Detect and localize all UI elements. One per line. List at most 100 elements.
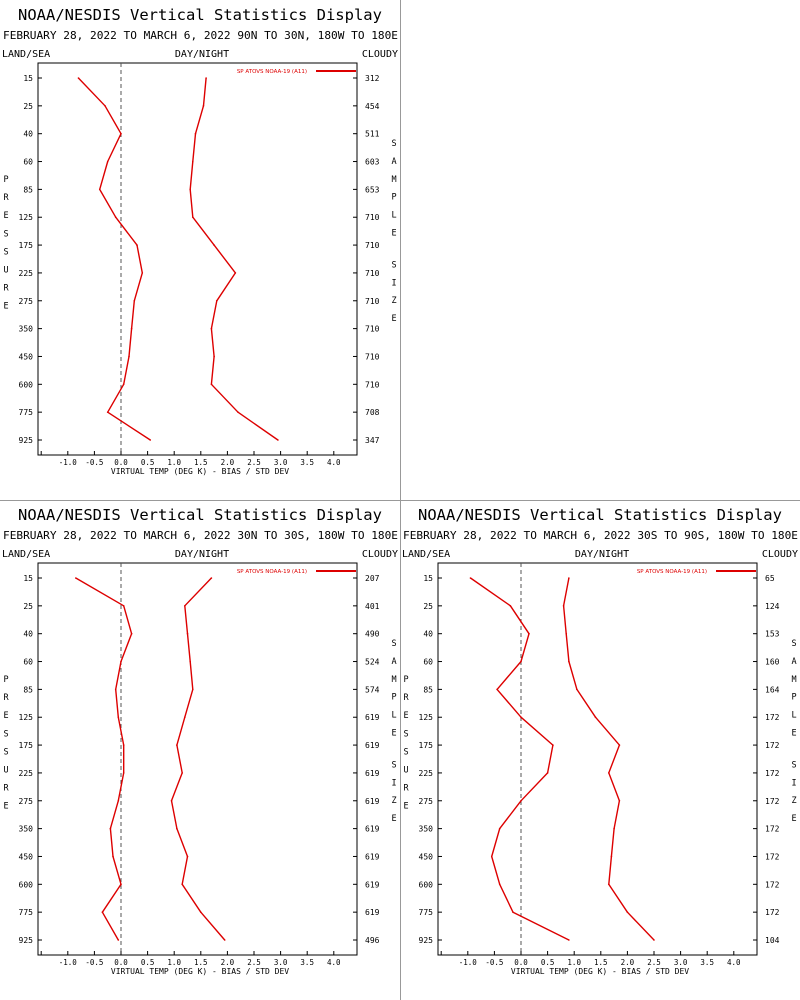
- std-dev-point: [189, 660, 191, 663]
- sample-size-label: 160: [765, 658, 780, 667]
- x-tick-label: 3.5: [700, 958, 714, 967]
- bias-point: [136, 244, 138, 246]
- pressure-label: 225: [19, 769, 34, 778]
- plot-frame: [37, 62, 358, 456]
- std-dev-point: [192, 160, 194, 163]
- day-night-label: DAY/NIGHT: [175, 49, 229, 60]
- sample-size-label: 172: [765, 741, 780, 750]
- y-axis-title-letter: R: [3, 193, 9, 203]
- chart-svg: NOAA/NESDIS Vertical Statistics Display F…: [2, 6, 398, 476]
- y-axis-title-letter: R: [3, 284, 9, 294]
- right-axis-title-letter: P: [391, 693, 396, 703]
- std-dev-line: [562, 577, 655, 941]
- y-axis-title-letter: P: [3, 675, 8, 685]
- chart-subtitle: FEBRUARY 28, 2022 TO MARCH 6, 2022 30N T…: [3, 530, 398, 542]
- sample-size-label: 574: [365, 685, 380, 694]
- right-axis-title-letter: I: [391, 778, 396, 788]
- bias-point: [498, 827, 501, 830]
- legend-label: SP ATOVS NOAA-19 (A11): [237, 569, 307, 575]
- day-night-label: DAY/NIGHT: [575, 549, 629, 560]
- pressure-label: 125: [19, 713, 34, 722]
- pressure-label: 925: [419, 936, 434, 945]
- pressure-label: 225: [19, 269, 34, 278]
- right-axis-title-letter: L: [391, 211, 396, 221]
- right-axis-title-letter: E: [391, 729, 396, 739]
- std-dev-point: [653, 939, 655, 941]
- std-dev-point: [181, 772, 183, 774]
- bias-point: [114, 216, 117, 219]
- pressure-label: 175: [19, 241, 34, 250]
- bias-point: [128, 355, 130, 358]
- x-tick-label: 3.5: [300, 958, 314, 967]
- bias-point: [77, 77, 80, 79]
- pressure-label: 40: [23, 630, 33, 639]
- bias-point: [509, 605, 512, 607]
- bias-point: [520, 799, 522, 802]
- bias-point: [498, 883, 501, 886]
- right-axis-title-letter: S: [391, 139, 396, 149]
- right-axis-title-letter: A: [391, 657, 396, 667]
- std-dev-point: [610, 855, 613, 858]
- bias-point: [117, 799, 120, 802]
- sample-size-label: 401: [365, 602, 380, 611]
- x-tick-label: -0.5: [85, 958, 103, 967]
- std-dev-point: [176, 827, 178, 830]
- bias-point: [74, 577, 77, 579]
- bias-point: [122, 772, 125, 774]
- day-night-label: DAY/NIGHT: [175, 549, 229, 560]
- std-dev-line: [189, 77, 279, 441]
- bias-point: [98, 188, 101, 191]
- y-axis-title-letter: P: [3, 175, 8, 185]
- plot-frame: [437, 562, 758, 956]
- right-axis-title-letter: I: [391, 278, 396, 288]
- right-axis-title-letter: Z: [391, 796, 396, 806]
- pressure-label: 175: [419, 741, 434, 750]
- pressure-label: 275: [419, 797, 434, 806]
- x-tick-label: 0.5: [141, 958, 155, 967]
- bias-point: [122, 744, 125, 746]
- bias-point: [120, 883, 122, 886]
- pressure-label: 600: [19, 380, 34, 389]
- y-axis-title-letter: S: [3, 747, 8, 757]
- sample-size-label: 172: [765, 713, 780, 722]
- cloudy-label: CLOUDY: [362, 49, 398, 60]
- std-dev-point: [626, 911, 629, 913]
- std-dev-point: [192, 688, 194, 691]
- sample-size-label: 619: [365, 713, 380, 722]
- sample-size-label: 710: [365, 241, 380, 250]
- sample-size-label: 172: [765, 825, 780, 834]
- std-dev-point: [215, 299, 218, 302]
- pressure-label: 775: [419, 908, 434, 917]
- std-dev-point: [594, 716, 597, 719]
- bias-point: [122, 383, 125, 386]
- sample-size-label: 172: [765, 852, 780, 861]
- std-dev-point: [213, 355, 215, 358]
- pressure-label: 925: [19, 436, 34, 445]
- y-axis-title-letter: S: [3, 247, 8, 257]
- std-dev-point: [568, 577, 570, 579]
- bias-point: [101, 911, 104, 913]
- x-tick-label: 1.0: [167, 458, 181, 467]
- bias-point: [512, 911, 514, 913]
- right-axis-title-letter: P: [391, 193, 396, 203]
- std-dev-point: [618, 744, 621, 746]
- bias-point: [496, 688, 498, 691]
- pressure-label: 15: [23, 574, 33, 583]
- plot-frame: [37, 562, 358, 956]
- right-axis-title-letter: E: [391, 229, 396, 239]
- bias-point: [130, 632, 133, 635]
- x-tick-label: 3.0: [274, 458, 288, 467]
- right-axis-title-letter: Z: [391, 296, 396, 306]
- right-axis-title-letter: M: [791, 675, 796, 685]
- pressure-label: 775: [19, 408, 34, 417]
- bias-point: [469, 577, 472, 579]
- right-axis-title-letter: E: [391, 814, 396, 824]
- panel-30n-30s: NOAA/NESDIS Vertical Statistics Display F…: [0, 500, 400, 1000]
- std-dev-point: [613, 827, 615, 830]
- bias-point: [520, 716, 522, 719]
- horizontal-divider: [0, 500, 800, 501]
